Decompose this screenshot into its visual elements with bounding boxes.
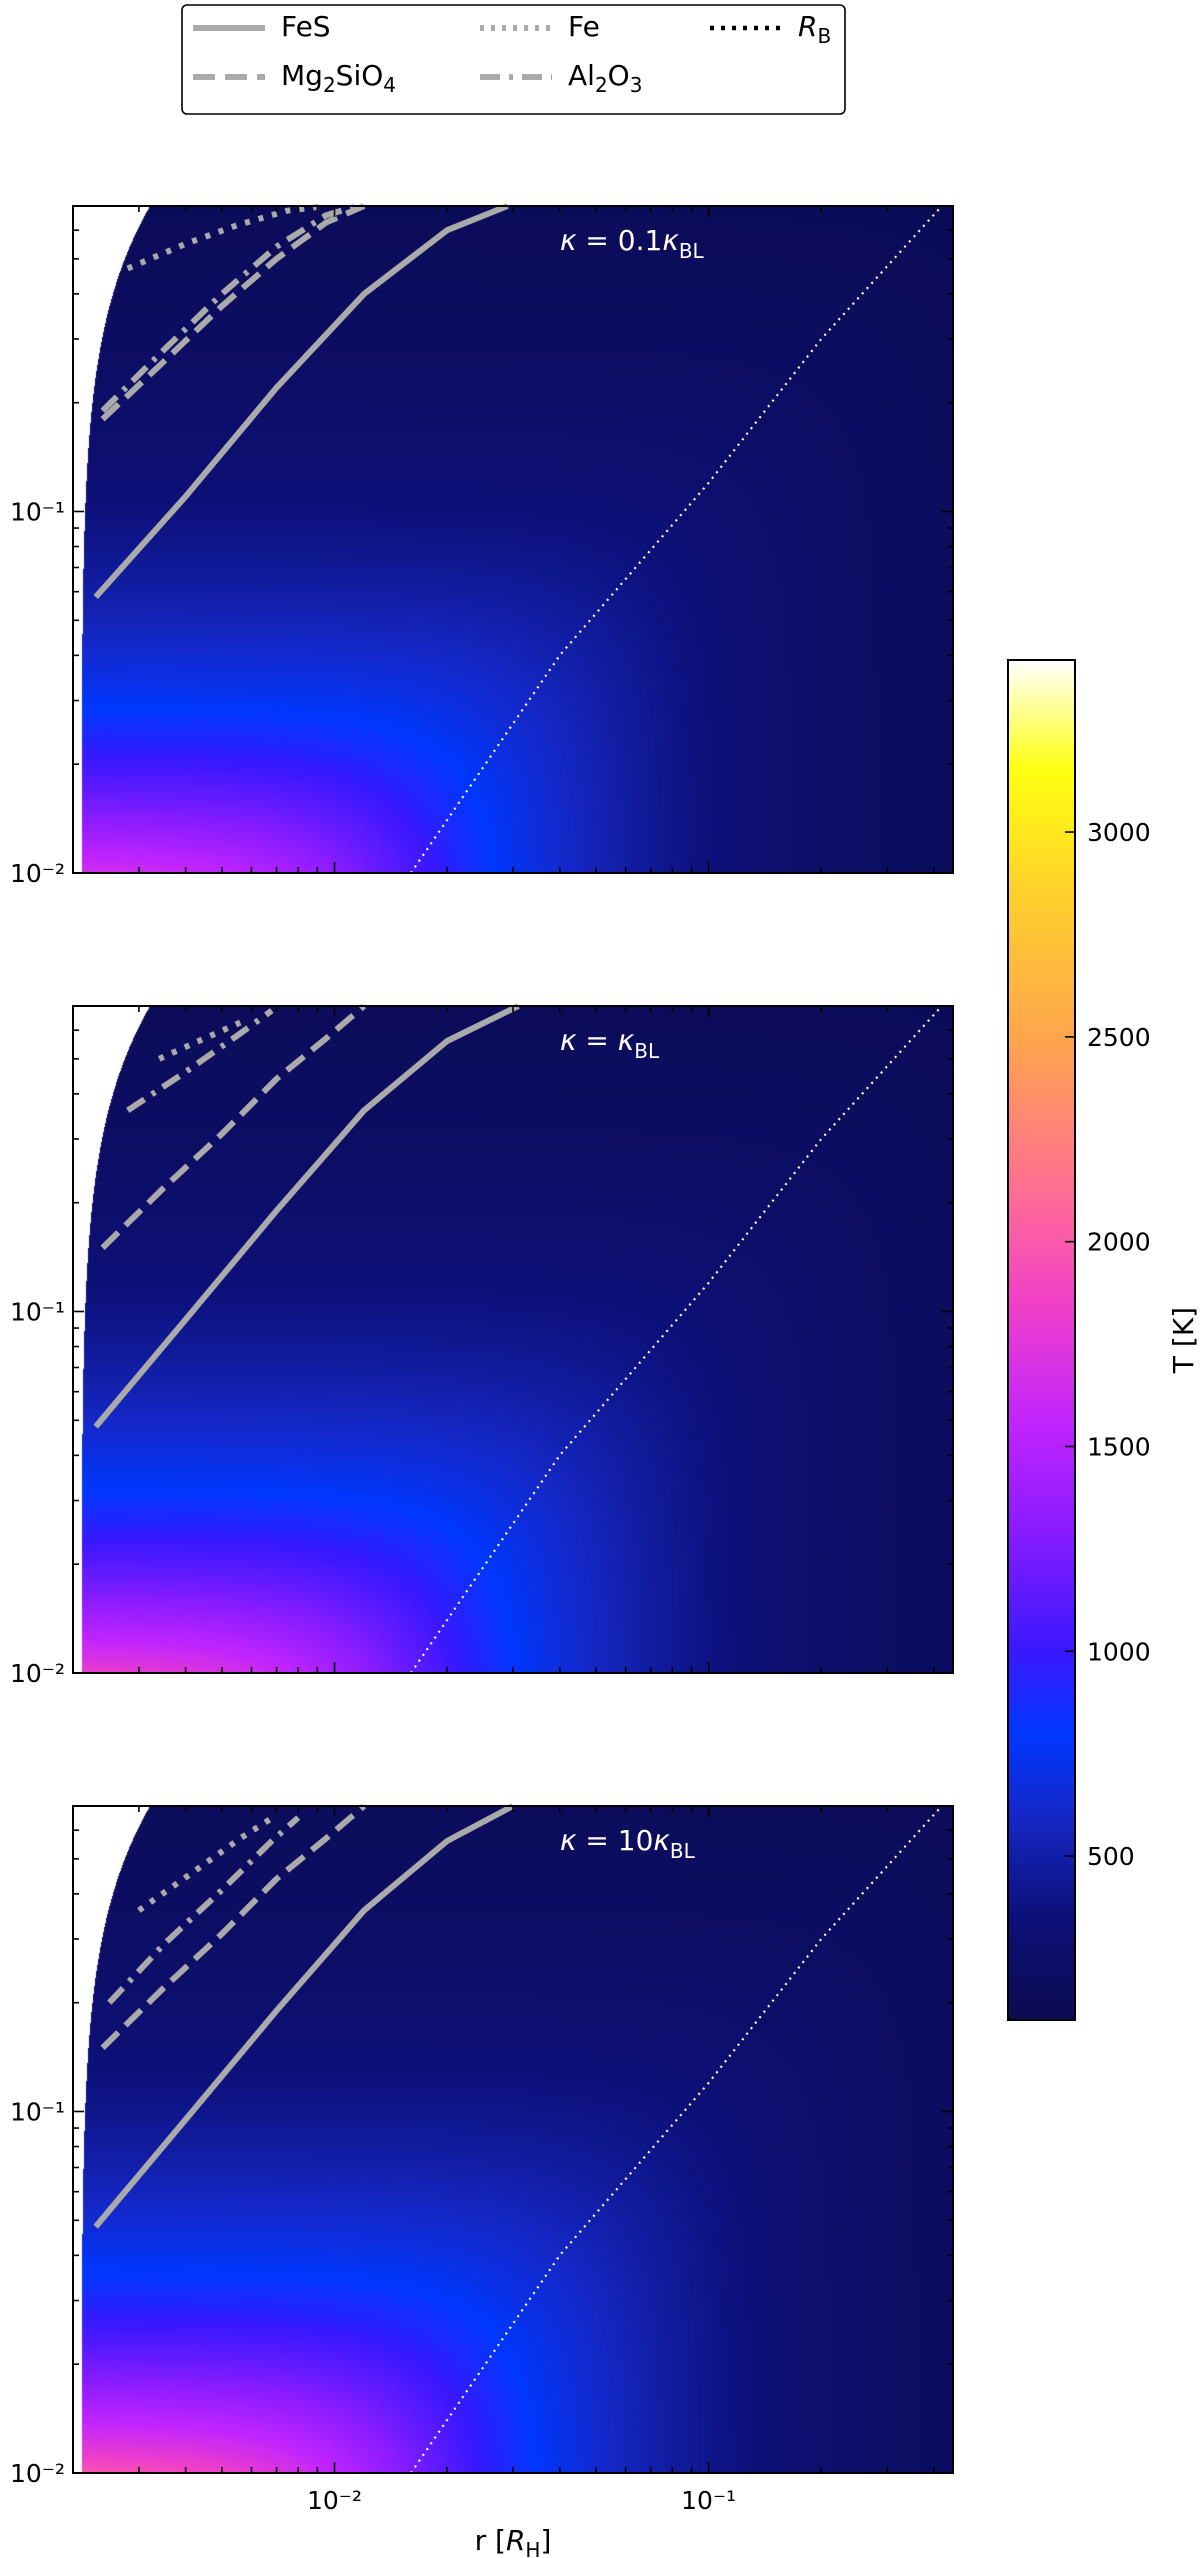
legend-item-fes: FeS — [193, 10, 331, 43]
curve-fe — [157, 1019, 242, 1062]
panel-label: κ = 0.1κBL — [560, 224, 705, 263]
y-tick-label: 10⁻¹ — [10, 1298, 65, 1327]
y-tick-label: 10⁻² — [10, 859, 65, 888]
curve-r-b — [409, 1005, 943, 1674]
y-tick-label: 10⁻² — [10, 2459, 65, 2488]
legend-label: RB — [798, 10, 831, 48]
legend-item-al2o3: Al2O3 — [480, 59, 642, 97]
y-tick-label: 10⁻¹ — [10, 2098, 65, 2127]
colorbar-tick-label: 1500 — [1087, 1433, 1151, 1462]
colorbar-label: T [K] — [1167, 1307, 1200, 1374]
curve-fes — [93, 1803, 515, 2229]
colorbar-tick-label: 1000 — [1087, 1637, 1151, 1666]
panel-2: 10⁻² 10⁻¹ κ = κBL — [10, 1003, 954, 1688]
legend-label: Al2O3 — [568, 59, 642, 97]
legend-box — [181, 4, 846, 115]
colorbar-frame — [1007, 659, 1076, 2021]
legend-label: FeS — [281, 10, 331, 43]
curve-al2o3 — [100, 203, 359, 413]
colorbar-tick-label: 3000 — [1087, 818, 1151, 847]
panel-3: 10⁻² 10⁻¹ 10⁻² 10⁻¹ κ = 10κBL — [10, 1803, 954, 2515]
x-axis-title: r [RH] — [475, 2524, 552, 2558]
curve-mg2sio4 — [100, 1003, 367, 1250]
x-tick-label: 10⁻¹ — [681, 2486, 736, 2515]
curve-fes — [93, 1003, 520, 1429]
y-tick-label: 10⁻¹ — [10, 498, 65, 527]
temperature-heatmap — [73, 1006, 953, 1673]
panel-label: κ = κBL — [560, 1024, 660, 1063]
curve-fe — [126, 203, 327, 272]
temperature-heatmap — [73, 1806, 953, 2473]
legend-label: Mg2SiO4 — [281, 59, 396, 97]
x-axis-label: r [RH] — [475, 2524, 552, 2558]
x-tick-label: 10⁻² — [307, 2486, 362, 2515]
curve-r-b — [409, 205, 943, 874]
panel-1: 10⁻² 10⁻¹ κ = 0.1κBL — [10, 203, 954, 888]
curve-mg2sio4 — [100, 1803, 367, 2050]
legend-item-fe: Fe — [480, 10, 600, 43]
curve-r-b — [409, 1805, 943, 2474]
colorbar-tick-label: 500 — [1087, 1842, 1135, 1871]
temperature-heatmap — [73, 206, 953, 873]
colorbar-tick-label: 2500 — [1087, 1023, 1151, 1052]
legend-item-r-b: RB — [710, 10, 831, 48]
curve-fes — [93, 203, 509, 600]
colorbar-tick-label: 2000 — [1087, 1228, 1151, 1257]
y-tick-label: 10⁻² — [10, 1659, 65, 1688]
panel-label: κ = 10κBL — [560, 1824, 696, 1863]
legend: FeS Fe RB Mg2SiO4 Al2O3 — [181, 4, 846, 115]
curve-al2o3 — [107, 1815, 301, 2005]
legend-item-mg2sio4: Mg2SiO4 — [193, 59, 396, 97]
legend-label: Fe — [568, 10, 600, 43]
curve-mg2sio4 — [100, 203, 366, 422]
curve-al2o3 — [126, 1008, 274, 1113]
colorbar-gradient — [1008, 660, 1075, 2020]
colorbar: 500 1000 1500 2000 2500 3000 T [K] — [1007, 659, 1200, 2021]
